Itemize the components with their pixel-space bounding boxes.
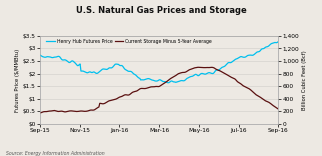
Current Storage Minus 5-Year Average — [153, 86, 156, 88]
Henry Hub Futures Price — [186, 77, 190, 79]
Current Storage Minus 5-Year Average — [185, 70, 189, 72]
Henry Hub Futures Price — [235, 58, 239, 59]
Henry Hub Futures Price — [175, 81, 179, 83]
Y-axis label: Billion Cubic Feet (Bcf): Billion Cubic Feet (Bcf) — [302, 50, 307, 110]
Henry Hub Futures Price — [75, 64, 79, 66]
Current Storage Minus 5-Year Average — [235, 80, 239, 82]
Current Storage Minus 5-Year Average — [237, 82, 241, 84]
Current Storage Minus 5-Year Average — [196, 66, 200, 68]
Henry Hub Futures Price — [237, 57, 241, 58]
Line: Current Storage Minus 5-Year Average: Current Storage Minus 5-Year Average — [40, 67, 278, 113]
Y-axis label: Futures Price ($/MMBtu): Futures Price ($/MMBtu) — [15, 48, 20, 112]
Legend: Henry Hub Futures Price, Current Storage Minus 5-Year Average: Henry Hub Futures Price, Current Storage… — [45, 37, 214, 46]
Henry Hub Futures Price — [276, 41, 280, 42]
Henry Hub Futures Price — [38, 54, 42, 56]
Text: U.S. Natural Gas Prices and Storage: U.S. Natural Gas Prices and Storage — [76, 6, 246, 15]
Current Storage Minus 5-Year Average — [276, 108, 280, 110]
Current Storage Minus 5-Year Average — [75, 111, 79, 112]
Current Storage Minus 5-Year Average — [38, 112, 42, 114]
Henry Hub Futures Price — [166, 82, 170, 84]
Current Storage Minus 5-Year Average — [174, 75, 178, 76]
Text: Source: Energy Information Administration: Source: Energy Information Administratio… — [6, 151, 105, 156]
Line: Henry Hub Futures Price: Henry Hub Futures Price — [40, 41, 278, 83]
Henry Hub Futures Price — [153, 80, 156, 82]
